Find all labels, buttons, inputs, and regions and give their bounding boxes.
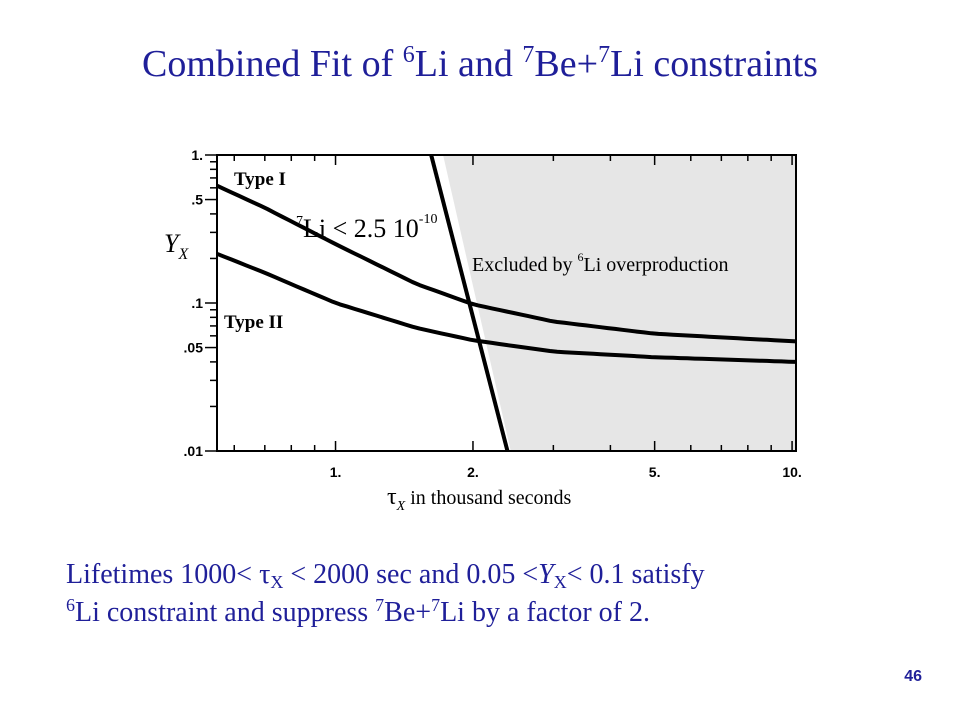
series-line-type-i [216, 183, 797, 344]
type-ii-label: Type II [224, 312, 283, 333]
excluded-region [443, 155, 796, 451]
x-tick-label: 1. [330, 464, 342, 480]
li7-boundary-line [429, 154, 510, 452]
series-line-type-ii [216, 251, 797, 364]
caption-line-1: Lifetimes 1000< τX < 2000 sec and 0.05 <… [66, 559, 705, 592]
x-axis-tick-labels: 1. 2. 5. 10. [330, 464, 802, 480]
y-tick-label: .01 [184, 443, 204, 459]
x-tick-label: 5. [649, 464, 661, 480]
caption-line-2: 6Li constraint and suppress 7Be+7Li by a… [66, 595, 650, 628]
y-axis-label: YX [164, 229, 189, 263]
x-tick-label: 10. [782, 464, 801, 480]
x-tick-label: 2. [467, 464, 479, 480]
y-tick-label: .5 [191, 192, 203, 208]
y-tick-label: .05 [184, 340, 204, 356]
x-axis-label: τX in thousand seconds [387, 484, 572, 514]
slide-caption: Lifetimes 1000< τX < 2000 sec and 0.05 <… [66, 556, 926, 632]
slide-title: Combined Fit of 6Li and 7Be+7Li constrai… [142, 42, 818, 85]
y-tick-label: 1. [191, 147, 203, 163]
y-axis-tick-labels: 1. .5 .1 .05 .01 [184, 147, 204, 459]
lifetime-abundance-chart: 1. 2. 5. 10. 1. .5 .1 .05 .01 Type I Type II 7L… [164, 147, 802, 514]
x-axis-ticks [233, 155, 793, 451]
page-number: 46 [904, 668, 922, 685]
excluded-region-label: Excluded by 6Li overproduction [472, 250, 729, 276]
y-axis-ticks [205, 154, 217, 452]
li7-constraint-label: 7Li < 2.5 10-10 [296, 212, 437, 243]
y-tick-label: .1 [191, 295, 203, 311]
type-i-label: Type I [234, 169, 286, 190]
